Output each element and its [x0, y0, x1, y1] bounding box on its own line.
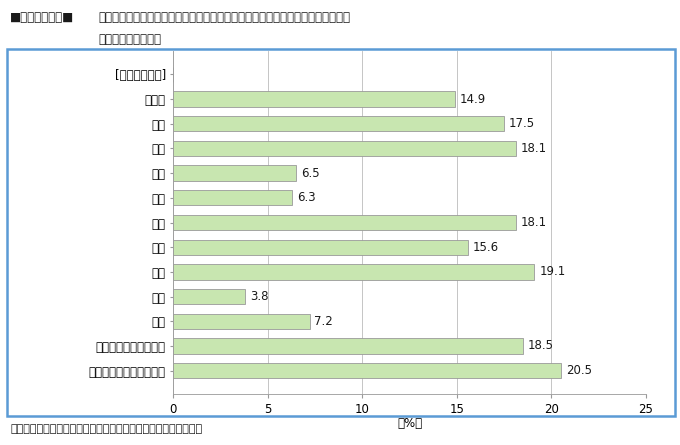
- Bar: [173, 264, 534, 279]
- Bar: [173, 289, 245, 304]
- Bar: [173, 166, 296, 181]
- Text: 7.2: 7.2: [314, 315, 333, 328]
- Text: ■図３－１－７■: ■図３－１－７■: [10, 11, 74, 24]
- Text: 19.1: 19.1: [539, 265, 566, 279]
- Text: 3.8: 3.8: [250, 290, 269, 303]
- Text: 17.5: 17.5: [509, 117, 535, 130]
- X-axis label: （%）: （%）: [397, 417, 422, 430]
- Bar: [173, 116, 505, 131]
- Text: 大地震に備えて「家具や冷蔵庫などを固定し，転倒を防止している」と回答した: 大地震に備えて「家具や冷蔵庫などを固定し，転倒を防止している」と回答した: [99, 11, 351, 24]
- Text: （注）東山ブロックは，山梨県，長野県，岐阜県で構成される。: （注）東山ブロックは，山梨県，長野県，岐阜県で構成される。: [10, 424, 203, 434]
- Bar: [173, 91, 455, 107]
- Bar: [173, 338, 523, 354]
- Text: 18.1: 18.1: [520, 142, 547, 155]
- Text: 18.1: 18.1: [520, 216, 547, 229]
- Text: 者の割合（地域別）: 者の割合（地域別）: [99, 33, 162, 46]
- Text: 15.6: 15.6: [473, 241, 499, 254]
- Bar: [173, 314, 309, 329]
- Bar: [173, 239, 469, 255]
- Bar: [173, 141, 515, 156]
- Bar: [173, 215, 515, 230]
- Text: 6.3: 6.3: [297, 191, 316, 204]
- Text: 14.9: 14.9: [460, 93, 486, 105]
- Text: 20.5: 20.5: [566, 364, 592, 377]
- Text: 6.5: 6.5: [301, 166, 320, 180]
- Bar: [173, 190, 292, 206]
- Bar: [173, 363, 561, 378]
- Text: 18.5: 18.5: [528, 340, 554, 352]
